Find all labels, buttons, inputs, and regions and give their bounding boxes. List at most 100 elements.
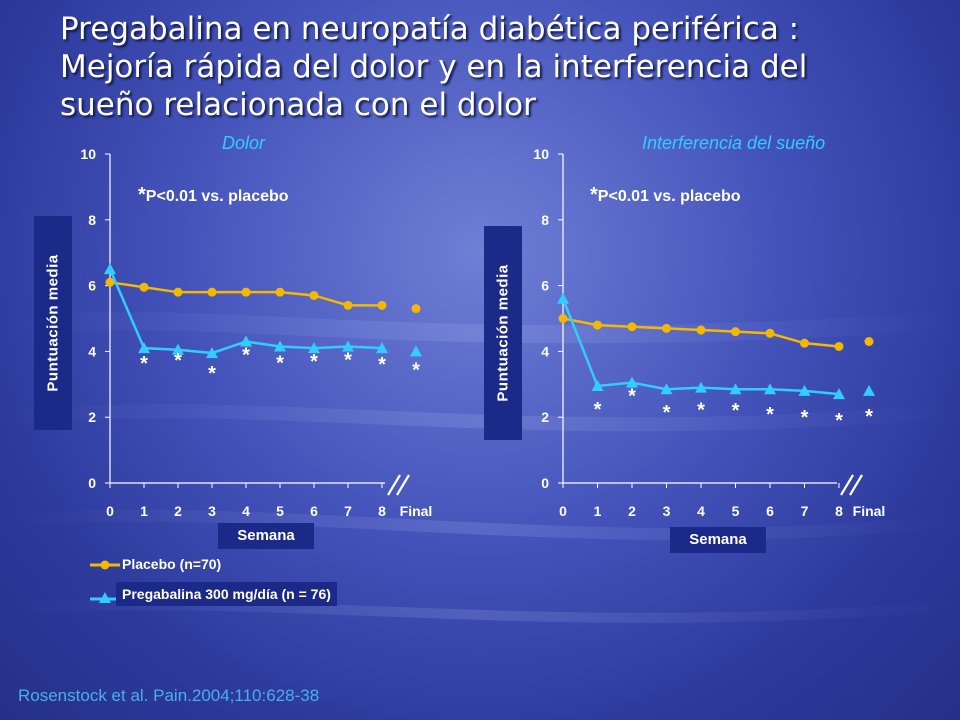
significance-star: * xyxy=(378,354,386,376)
significance-star: * xyxy=(242,345,250,367)
data-point-pregabalina xyxy=(626,376,638,388)
x-tick-label: 2 xyxy=(628,503,636,519)
x-tick-label: 1 xyxy=(594,503,602,519)
y-tick-label: 6 xyxy=(88,278,96,294)
x-tick-label: 1 xyxy=(140,503,148,519)
significance-note-text: P<0.01 vs. placebo xyxy=(145,188,289,205)
x-tick-label: 3 xyxy=(663,503,671,519)
data-point-placebo xyxy=(207,287,217,297)
significance-star: * xyxy=(412,359,420,381)
data-point-placebo xyxy=(731,327,740,337)
data-point-pregabalina xyxy=(410,345,422,357)
x-tick-label: 8 xyxy=(835,503,843,519)
significance-star: * xyxy=(801,407,809,429)
data-point-placebo xyxy=(139,282,149,292)
data-point-placebo xyxy=(696,325,706,335)
x-tick-label: 5 xyxy=(276,503,284,519)
data-point-placebo xyxy=(105,277,115,287)
x-tick-label: Final xyxy=(400,503,433,519)
significance-note-left: *P<0.01 vs. placebo xyxy=(138,184,289,207)
significance-star: * xyxy=(140,353,148,375)
axis-break-mark xyxy=(840,474,854,496)
x-tick-label: 0 xyxy=(559,503,567,519)
data-point-pregabalina xyxy=(695,381,707,393)
x-tick-label: 4 xyxy=(242,503,250,519)
y-tick-label: 4 xyxy=(541,343,549,359)
x-tick-label: 8 xyxy=(378,503,386,519)
data-point-pregabalina xyxy=(240,335,252,347)
data-point-placebo xyxy=(765,328,775,338)
legend-label-pregabalina: Pregabalina 300 mg/día (n = 76) xyxy=(116,582,337,606)
data-point-pregabalina xyxy=(557,292,569,304)
significance-star: * xyxy=(208,363,216,385)
x-tick-label: 7 xyxy=(801,503,809,519)
significance-star: * xyxy=(310,351,318,373)
significance-star: * xyxy=(697,400,705,422)
significance-note-star: * xyxy=(590,184,598,206)
significance-star: * xyxy=(865,406,873,428)
data-point-placebo xyxy=(864,337,874,347)
data-point-placebo xyxy=(593,320,602,330)
significance-star: * xyxy=(766,404,774,426)
data-point-pregabalina xyxy=(863,384,875,396)
significance-star: * xyxy=(628,386,636,408)
data-point-placebo xyxy=(377,300,387,310)
data-point-pregabalina xyxy=(591,379,604,391)
significance-note-text: P<0.01 vs. placebo xyxy=(597,188,741,205)
x-tick-label: 7 xyxy=(344,503,352,519)
title-line-1: Pregabalina en neuropatía diabética peri… xyxy=(60,11,800,47)
axis-break-mark xyxy=(849,474,863,496)
y-tick-label: 4 xyxy=(88,343,96,359)
data-point-pregabalina xyxy=(798,384,811,396)
data-point-pregabalina xyxy=(172,343,184,355)
axis-break-mark xyxy=(396,474,410,496)
significance-star: * xyxy=(276,352,284,374)
x-tick-label: 0 xyxy=(106,503,114,519)
slide-title: Pregabalina en neuropatía diabética peri… xyxy=(60,10,940,124)
series-line-pregabalina xyxy=(561,298,840,396)
y-axis-label-right: Puntuación media xyxy=(484,226,522,440)
significance-star: * xyxy=(344,349,352,371)
chart-right-title: Interferencia del sueño xyxy=(642,133,826,153)
x-tick-label: 4 xyxy=(697,503,705,519)
data-point-pregabalina xyxy=(138,342,150,354)
title-line-2: Mejoría rápida del dolor y en la interfe… xyxy=(60,49,808,85)
data-point-pregabalina xyxy=(206,347,218,359)
data-point-placebo xyxy=(173,287,183,297)
y-tick-label: 10 xyxy=(80,146,96,162)
data-point-pregabalina xyxy=(342,340,354,352)
y-tick-label: 10 xyxy=(533,146,549,162)
data-point-pregabalina xyxy=(764,383,776,395)
data-point-placebo xyxy=(627,322,637,332)
data-point-placebo xyxy=(558,314,568,323)
x-axis-label-left: Semana xyxy=(218,523,314,549)
significance-star: * xyxy=(732,400,740,422)
data-point-placebo xyxy=(834,341,844,351)
significance-star: * xyxy=(594,399,602,421)
y-axis-label-left: Puntuación media xyxy=(34,216,72,430)
x-tick-label: 6 xyxy=(310,503,318,519)
chart-left-title: Dolor xyxy=(222,133,266,153)
data-point-placebo xyxy=(343,300,353,310)
x-tick-label: Final xyxy=(853,503,886,519)
x-tick-label: 3 xyxy=(208,503,216,519)
y-tick-label: 8 xyxy=(88,212,96,228)
data-point-pregabalina xyxy=(729,383,742,395)
data-point-pregabalina xyxy=(833,388,845,400)
y-tick-label: 2 xyxy=(88,409,96,425)
significance-star: * xyxy=(663,402,671,424)
x-tick-label: 6 xyxy=(766,503,774,519)
data-point-pregabalina xyxy=(660,383,673,395)
axis-break-mark xyxy=(387,474,401,496)
x-tick-label: 5 xyxy=(732,503,740,519)
y-tick-label: 2 xyxy=(541,409,549,425)
citation: Rosenstock et al. Pain.2004;110:628-38 xyxy=(18,686,320,705)
significance-star: * xyxy=(835,410,843,432)
significance-star: * xyxy=(174,350,182,372)
legend-label-placebo: Placebo (n=70) xyxy=(122,556,222,572)
y-tick-label: 8 xyxy=(541,212,549,228)
data-point-placebo xyxy=(275,287,285,297)
legend-swatch-pregabalina xyxy=(90,592,120,603)
data-point-placebo xyxy=(411,304,421,314)
